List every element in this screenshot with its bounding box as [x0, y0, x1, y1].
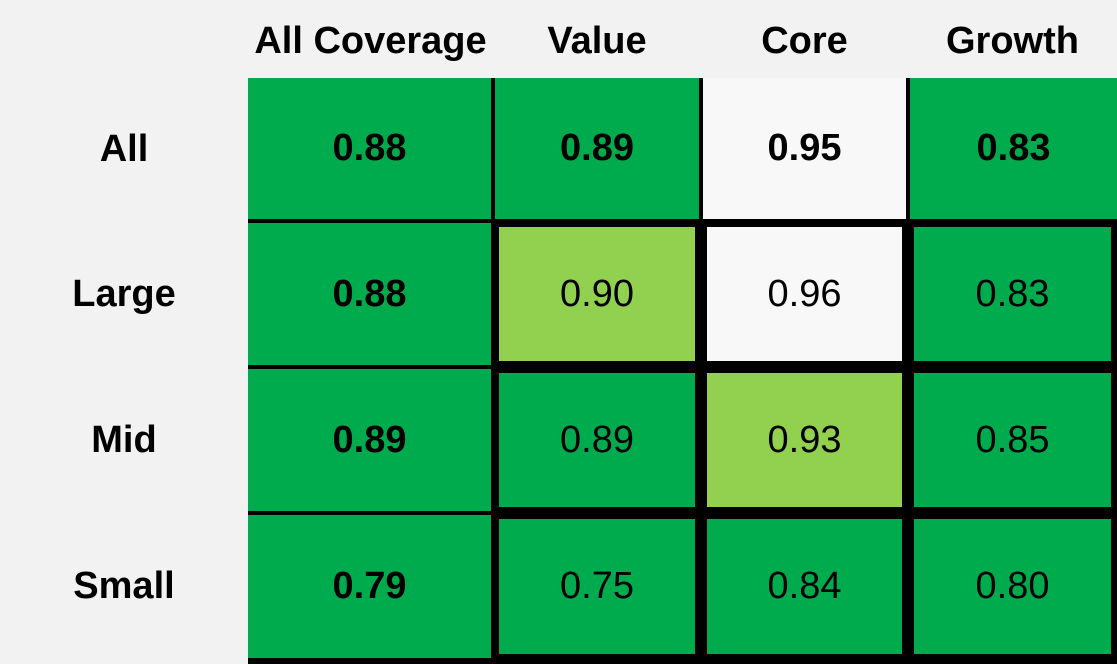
- table-cell: 0.84: [707, 519, 902, 654]
- table-cell: 0.96: [707, 227, 902, 361]
- row-label: Small: [73, 565, 175, 607]
- table-cell: 0.90: [499, 227, 695, 361]
- table-cell: 0.88: [248, 78, 491, 219]
- table-cell: 0.83: [910, 78, 1117, 219]
- table-cell: 0.79: [248, 515, 491, 658]
- row-label: Large: [72, 272, 176, 315]
- table-cell: 0.89: [248, 369, 491, 511]
- table-cell: 0.89: [499, 373, 695, 507]
- column-header: Value: [547, 19, 647, 62]
- column-header: Growth: [946, 19, 1079, 62]
- column-header: All Coverage: [254, 19, 487, 62]
- table-cell: 0.83: [914, 227, 1111, 361]
- table-cell: 0.88: [248, 223, 491, 365]
- table-cell: 0.80: [914, 519, 1111, 654]
- column-header: Core: [761, 19, 848, 62]
- table-cell: 0.95: [703, 78, 906, 219]
- table-cell: 0.75: [499, 519, 695, 654]
- row-label: All: [99, 128, 149, 170]
- row-label: Mid: [91, 418, 157, 461]
- table-cell: 0.89: [495, 78, 699, 219]
- table-cell: 0.93: [707, 373, 902, 507]
- table-cell: 0.85: [914, 373, 1111, 507]
